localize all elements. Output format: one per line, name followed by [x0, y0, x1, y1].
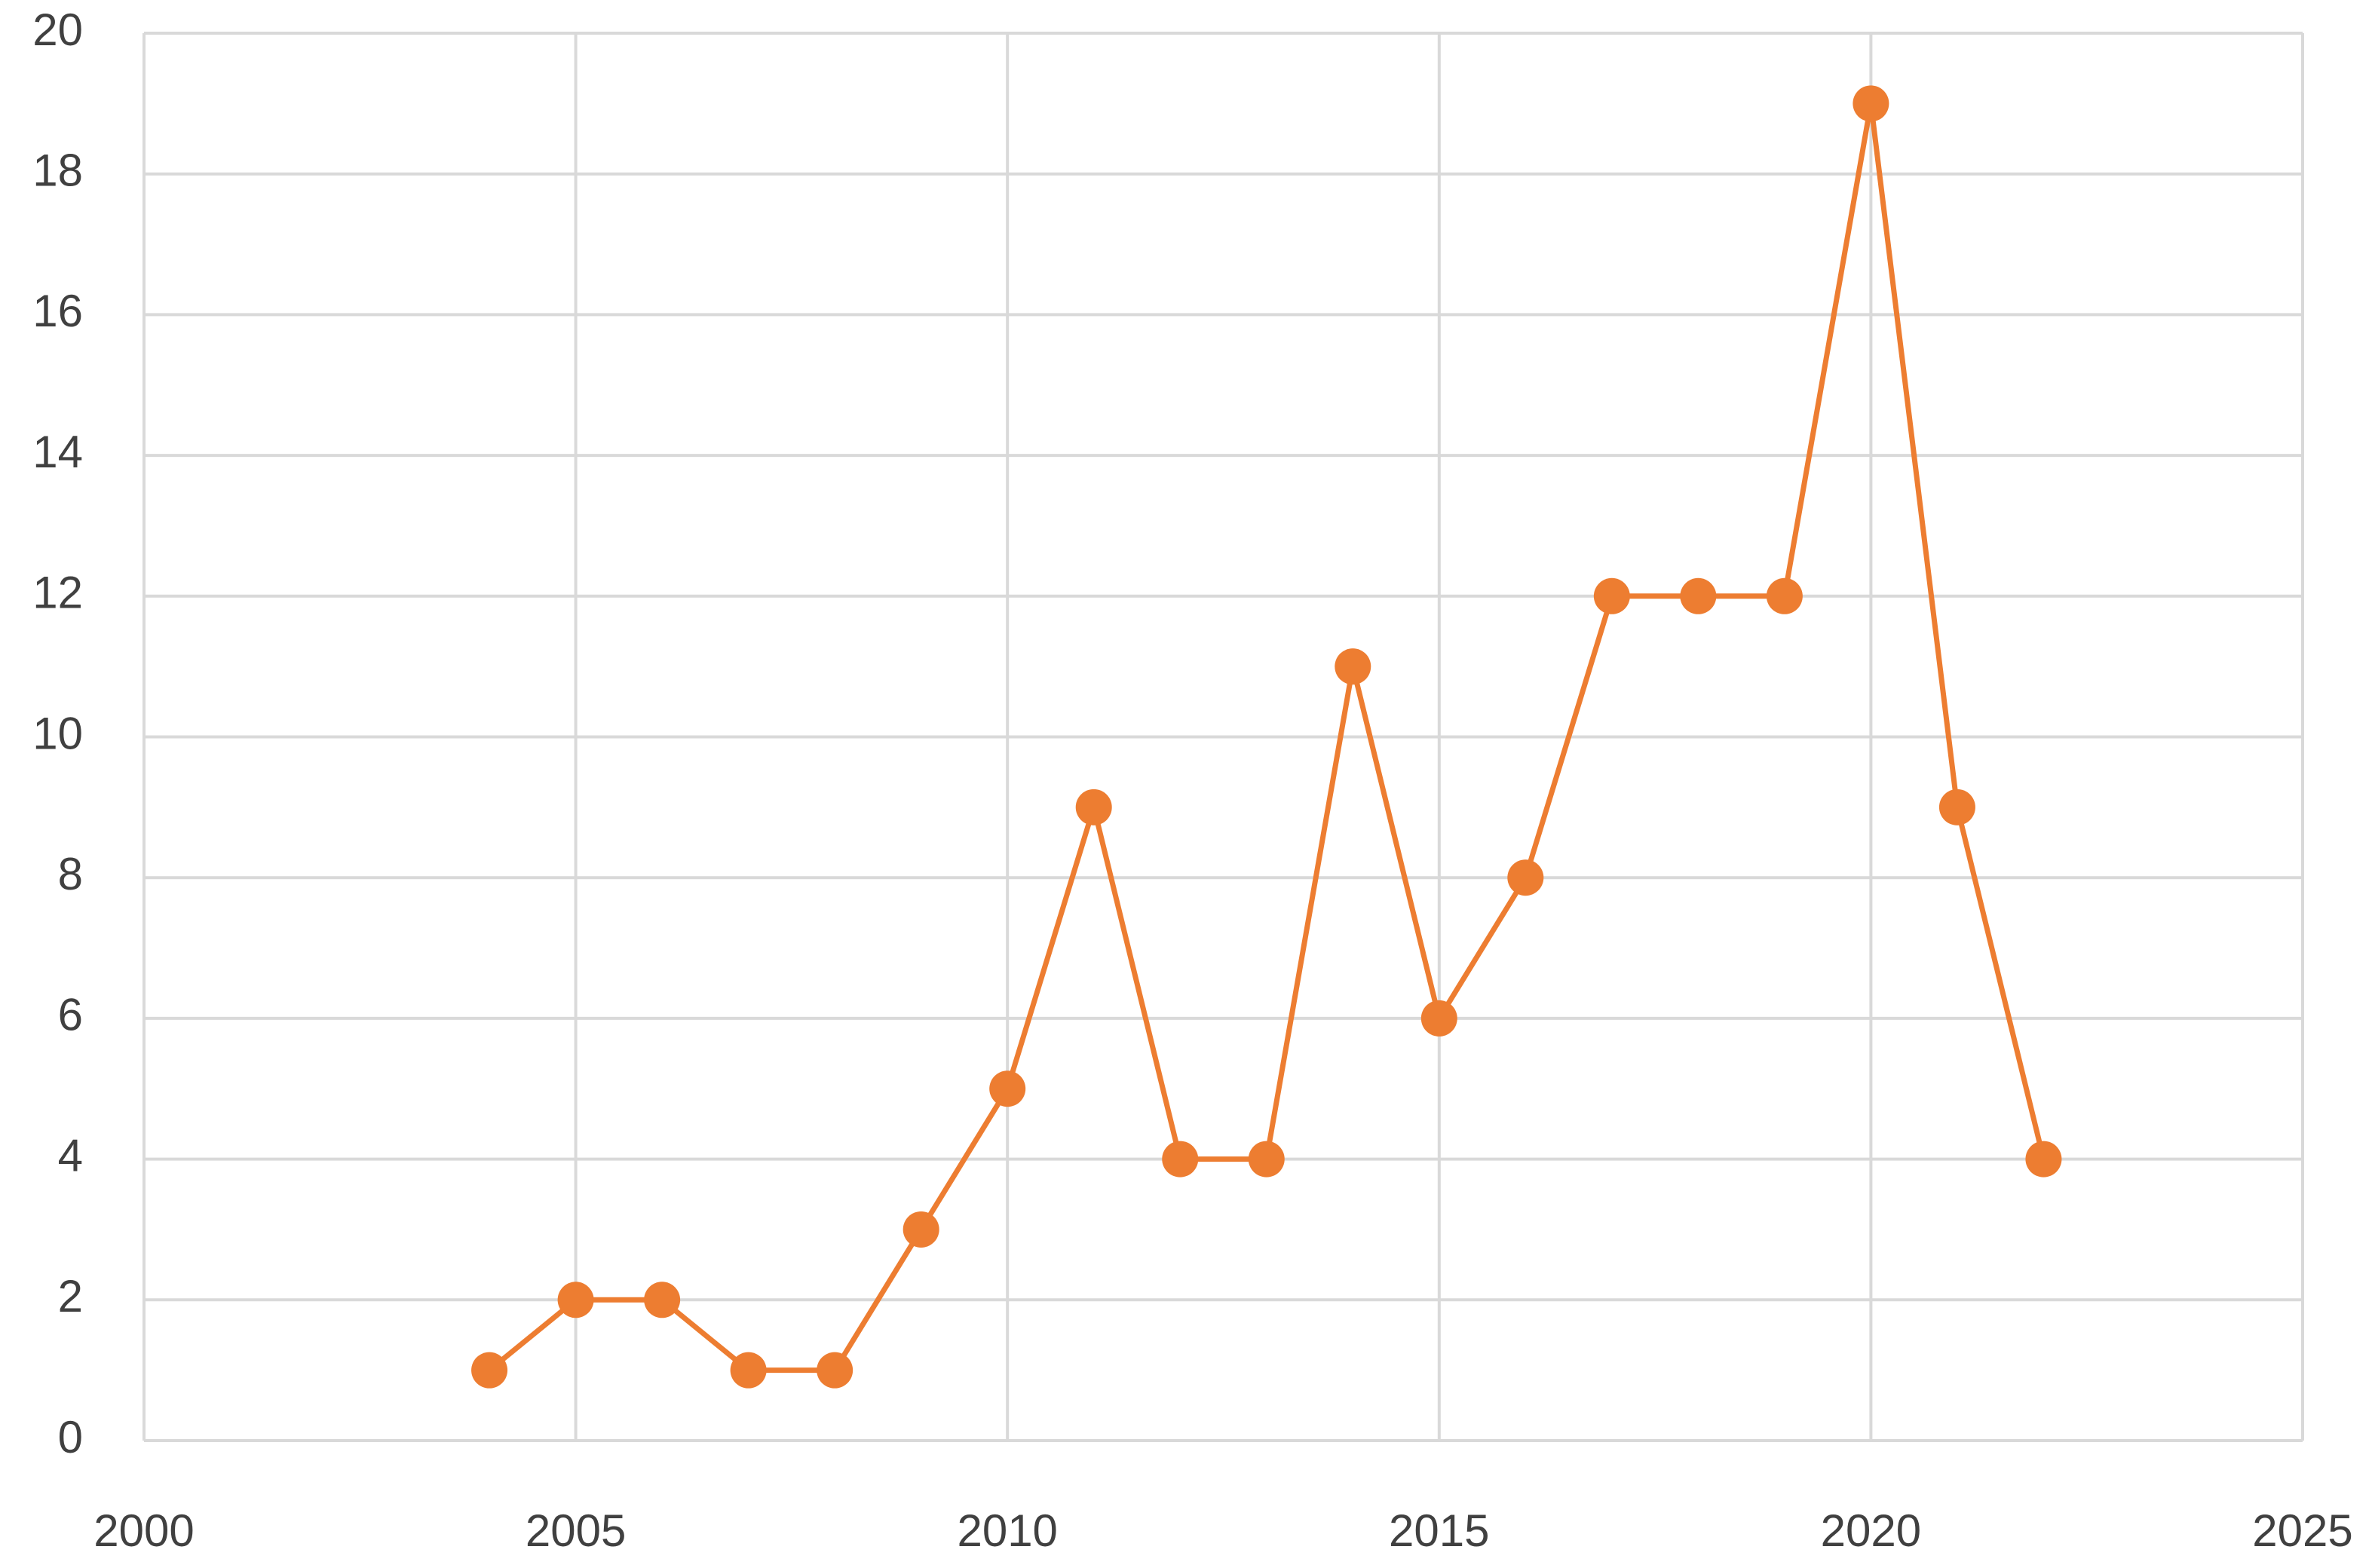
x-tick-label: 2000 [93, 1505, 194, 1556]
marker [1938, 789, 1975, 825]
marker [1162, 1141, 1199, 1178]
y-tick-label: 2 [58, 1271, 83, 1321]
marker [1507, 859, 1544, 896]
marker [1075, 789, 1112, 825]
y-tick-label: 4 [58, 1130, 83, 1181]
y-tick-label: 20 [32, 5, 83, 55]
marker [644, 1282, 681, 1318]
marker [1852, 85, 1889, 122]
marker [471, 1352, 508, 1389]
y-tick-label: 14 [32, 427, 83, 477]
y-tick-label: 0 [58, 1412, 83, 1462]
marker [1248, 1141, 1285, 1178]
x-tick-label: 2010 [957, 1505, 1057, 1556]
marker [989, 1070, 1026, 1107]
marker [902, 1211, 939, 1248]
marker [817, 1352, 853, 1389]
marker [1593, 577, 1630, 614]
marker [2025, 1141, 2062, 1178]
marker [730, 1352, 767, 1389]
marker [557, 1282, 594, 1318]
y-tick-label: 12 [32, 568, 83, 618]
y-tick-label: 10 [32, 708, 83, 758]
y-tick-label: 18 [32, 145, 83, 196]
marker [1420, 1000, 1457, 1037]
marker [1766, 577, 1803, 614]
y-tick-label: 6 [58, 990, 83, 1040]
marker [1335, 648, 1371, 685]
y-tick-label: 8 [58, 849, 83, 899]
x-tick-label: 2025 [2252, 1505, 2352, 1556]
marker [1680, 577, 1717, 614]
x-tick-label: 2015 [1389, 1505, 1489, 1556]
x-tick-label: 2020 [1821, 1505, 1921, 1556]
y-tick-label: 16 [32, 286, 83, 336]
x-tick-label: 2005 [526, 1505, 626, 1556]
